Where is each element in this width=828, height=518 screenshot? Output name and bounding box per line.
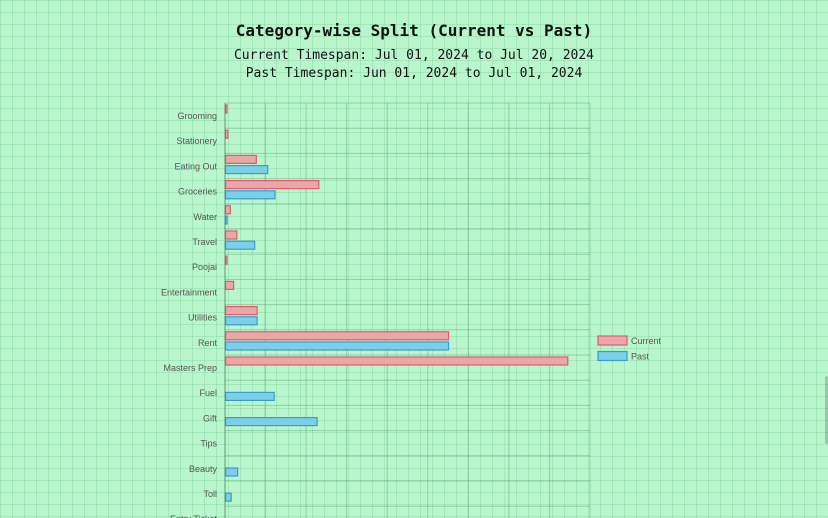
bar-current[interactable]	[224, 356, 569, 366]
bar-current[interactable]	[224, 331, 450, 341]
category-label: Toll	[203, 489, 217, 499]
bar-past[interactable]	[224, 391, 275, 401]
legend-label-past[interactable]: Past	[631, 352, 650, 362]
bar-past[interactable]	[224, 492, 232, 502]
category-label: Entertainment	[161, 287, 218, 297]
category-label: Masters Prep	[163, 363, 217, 373]
bar-current[interactable]	[224, 230, 238, 240]
chart-subtitle-current: Current Timespan: Jul 01, 2024 to Jul 20…	[233, 48, 595, 63]
chart-title: Category-wise Split (Current vs Past)	[235, 21, 593, 40]
bar-current[interactable]	[224, 154, 257, 164]
bar-current[interactable]	[224, 104, 228, 114]
category-label: Rent	[198, 338, 218, 348]
category-label: Water	[193, 212, 217, 222]
category-label: Gift	[203, 413, 218, 423]
category-label: Stationery	[176, 136, 217, 146]
bar-past[interactable]	[224, 417, 318, 427]
legend-label-current[interactable]: Current	[631, 336, 662, 346]
bar-current[interactable]	[224, 129, 229, 139]
bar-current[interactable]	[224, 255, 228, 265]
category-label: Fuel	[199, 388, 217, 398]
legend-swatch-past[interactable]	[597, 350, 628, 362]
category-label: Tips	[200, 439, 217, 449]
bar-past[interactable]	[224, 341, 450, 351]
bar-past[interactable]	[224, 215, 228, 225]
bar-current[interactable]	[224, 306, 258, 316]
category-label: Travel	[192, 237, 217, 247]
bar-past[interactable]	[224, 316, 258, 326]
bar-past[interactable]	[224, 165, 269, 175]
bar-past[interactable]	[224, 190, 276, 200]
bar-past[interactable]	[224, 240, 256, 250]
legend-swatch-current[interactable]	[597, 335, 628, 346]
page-scrollbar[interactable]	[825, 376, 828, 444]
category-label: Entry Ticket	[170, 514, 218, 518]
category-label: Groceries	[178, 187, 218, 197]
category-label: Poojai	[192, 262, 217, 272]
bar-current[interactable]	[224, 280, 235, 290]
legend: Current Past	[597, 335, 662, 362]
category-label: Utilities	[188, 313, 218, 323]
chart-subtitle-past: Past Timespan: Jun 01, 2024 to Jul 01, 2…	[245, 66, 583, 81]
bar-past[interactable]	[224, 467, 239, 477]
grid-lines	[224, 102, 591, 518]
bars	[224, 104, 569, 502]
category-label: Eating Out	[174, 161, 217, 171]
bar-current[interactable]	[224, 205, 231, 215]
bar-current[interactable]	[224, 180, 320, 190]
category-label: Beauty	[189, 464, 218, 474]
category-label: Grooming	[177, 111, 217, 121]
